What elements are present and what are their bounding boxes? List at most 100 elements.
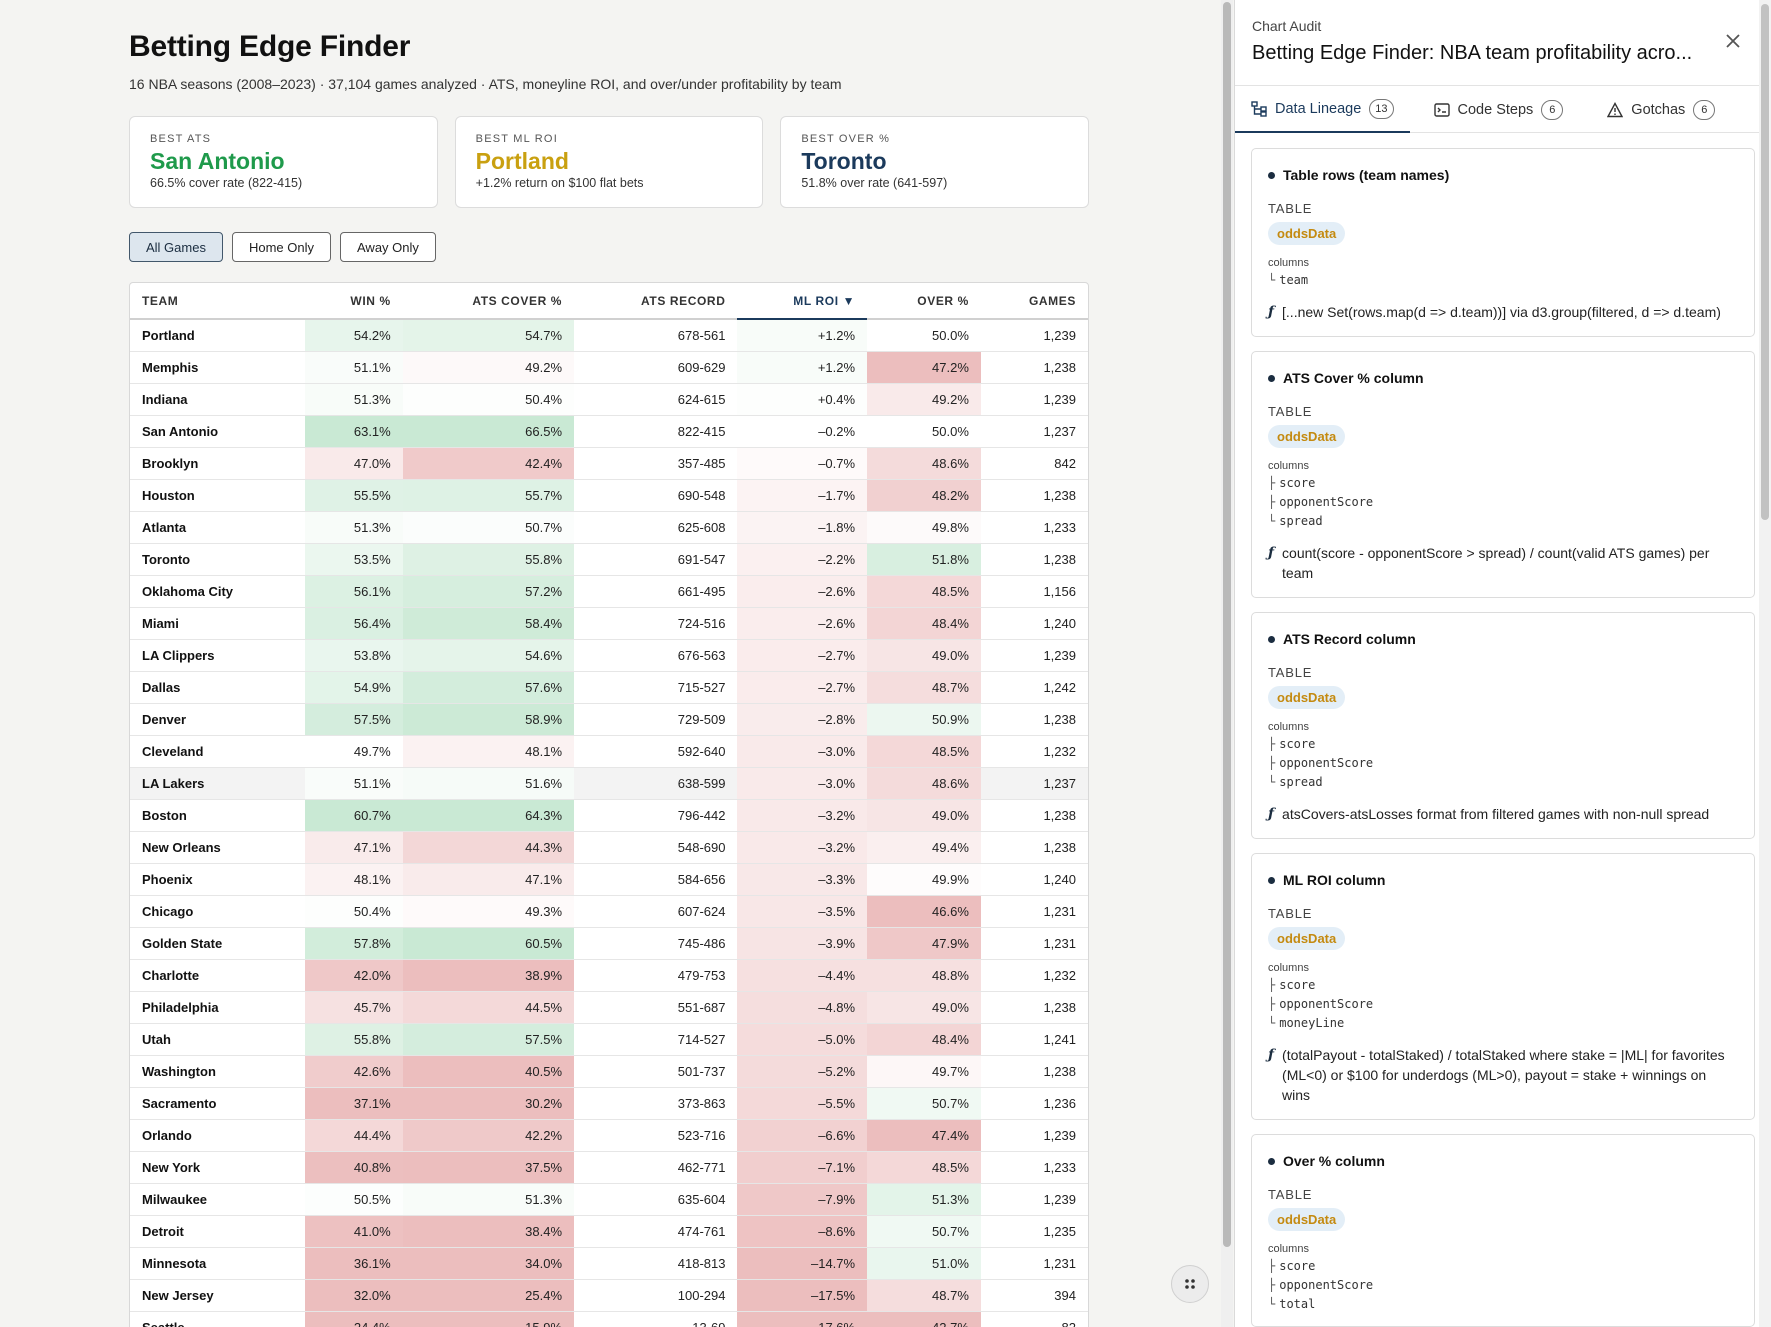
team-cell: Toronto	[130, 543, 305, 576]
lineage-title-text: ATS Cover % column	[1283, 370, 1424, 386]
tab-data-lineage[interactable]: Data Lineage 13	[1235, 86, 1410, 133]
value-cell: 56.1%	[304, 575, 403, 608]
tab-gotchas[interactable]: Gotchas 6	[1591, 86, 1731, 133]
table-row[interactable]: LA Lakers 51.1% 51.6% 638-599 –3.0% 48.6% 1,23…	[130, 767, 1088, 800]
value-cell: 47.4%	[867, 1119, 981, 1152]
table-row[interactable]: Golden State 57.8% 60.5% 745-486 –3.9% 47.9% 1…	[130, 927, 1088, 960]
table-row[interactable]: Denver 57.5% 58.9% 729-509 –2.8% 50.9% 1,238	[130, 703, 1088, 736]
value-cell: 1,237	[980, 767, 1088, 800]
value-cell: 714-527	[574, 1023, 738, 1056]
value-cell: 15.9%	[402, 1311, 575, 1327]
table-row[interactable]: San Antonio 63.1% 66.5% 822-415 –0.2% 50.0% 1,…	[130, 415, 1088, 448]
value-cell: 1,232	[980, 959, 1088, 992]
value-cell: 58.9%	[402, 703, 575, 736]
table-row[interactable]: Orlando 44.4% 42.2% 523-716 –6.6% 47.4% 1,239	[130, 1119, 1088, 1152]
table-row[interactable]: Milwaukee 50.5% 51.3% 635-604 –7.9% 51.3% 1,23…	[130, 1183, 1088, 1216]
table-row[interactable]: Philadelphia 45.7% 44.5% 551-687 –4.8% 49.0% 1…	[130, 991, 1088, 1024]
table-row[interactable]: New Jersey 32.0% 25.4% 100-294 –17.5% 48.7% 39…	[130, 1279, 1088, 1312]
main-scrollbar[interactable]	[1221, 0, 1233, 1327]
filter-all-games-button[interactable]: All Games	[129, 232, 223, 262]
tab-code-steps[interactable]: Code Steps 6	[1418, 86, 1580, 133]
column-header[interactable]: ML ROI ▼	[737, 283, 868, 320]
lineage-card[interactable]: Table rows (team names) TABLE oddsData colu…	[1251, 148, 1755, 337]
lineage-card[interactable]: ATS Record column TABLE oddsData columns ├ sc…	[1251, 612, 1755, 839]
column-item: ├ score	[1268, 977, 1738, 993]
source-badge[interactable]: oddsData	[1268, 222, 1346, 245]
column-header[interactable]: ATS RECORD	[574, 283, 738, 320]
panel-scrollbar-thumb[interactable]	[1761, 4, 1769, 520]
table-row[interactable]: Phoenix 48.1% 47.1% 584-656 –3.3% 49.9% 1,240	[130, 863, 1088, 896]
value-cell: –2.6%	[737, 607, 868, 640]
lineage-card[interactable]: ML ROI column TABLE oddsData columns ├ score ├…	[1251, 853, 1755, 1120]
column-header[interactable]: ATS COVER %	[402, 283, 575, 320]
value-cell: 48.7%	[867, 1279, 981, 1312]
table-row[interactable]: Chicago 50.4% 49.3% 607-624 –3.5% 46.6% 1,231	[130, 895, 1088, 928]
table-row[interactable]: LA Clippers 53.8% 54.6% 676-563 –2.7% 49.0% 1,…	[130, 639, 1088, 672]
value-cell: 49.3%	[402, 895, 575, 928]
filter-away-only-button[interactable]: Away Only	[340, 232, 436, 262]
formula: ƒ count(score - opponentScore > spread) /…	[1268, 543, 1738, 583]
table-row[interactable]: Portland 54.2% 54.7% 678-561 +1.2% 50.0% 1,239	[130, 319, 1088, 352]
table-row[interactable]: Houston 55.5% 55.7% 690-548 –1.7% 48.2% 1,238	[130, 479, 1088, 512]
value-cell: 38.4%	[402, 1215, 575, 1248]
lineage-card[interactable]: ATS Cover % column TABLE oddsData columns ├ s…	[1251, 351, 1755, 598]
value-cell: 745-486	[574, 927, 738, 960]
table-row[interactable]: Minnesota 36.1% 34.0% 418-813 –14.7% 51.0% 1,2…	[130, 1247, 1088, 1280]
value-cell: 48.5%	[867, 735, 981, 768]
value-cell: 584-656	[574, 863, 738, 896]
value-cell: 47.1%	[304, 831, 403, 864]
formula-text: atsCovers-atsLosses format from filtered…	[1282, 806, 1710, 822]
table-row[interactable]: Brooklyn 47.0% 42.4% 357-485 –0.7% 48.6% 842	[130, 447, 1088, 480]
source-badge[interactable]: oddsData	[1268, 425, 1346, 448]
value-cell: 32.0%	[304, 1279, 403, 1312]
value-cell: –2.7%	[737, 639, 868, 672]
table-row[interactable]: Memphis 51.1% 49.2% 609-629 +1.2% 47.2% 1,238	[130, 351, 1088, 384]
lineage-card[interactable]: Over % column TABLE oddsData columns ├ score ├…	[1251, 1134, 1755, 1327]
value-cell: 53.8%	[304, 639, 403, 672]
team-cell: Oklahoma City	[130, 575, 305, 608]
team-cell: New York	[130, 1151, 305, 1184]
table-row[interactable]: Sacramento 37.1% 30.2% 373-863 –5.5% 50.7% 1,2…	[130, 1087, 1088, 1120]
main-scrollbar-thumb[interactable]	[1223, 2, 1231, 1247]
value-cell: 42.2%	[402, 1119, 575, 1152]
close-panel-button[interactable]	[1725, 28, 1741, 56]
column-header[interactable]: TEAM	[130, 283, 305, 320]
table-row[interactable]: Oklahoma City 56.1% 57.2% 661-495 –2.6% 48.5%…	[130, 575, 1088, 608]
grid-menu-button[interactable]	[1171, 1265, 1209, 1303]
column-header[interactable]: GAMES	[980, 283, 1088, 320]
value-cell: –17.6%	[737, 1311, 868, 1327]
table-row[interactable]: Boston 60.7% 64.3% 796-442 –3.2% 49.0% 1,238	[130, 799, 1088, 832]
table-row[interactable]: Toronto 53.5% 55.8% 691-547 –2.2% 51.8% 1,238	[130, 543, 1088, 576]
lineage-title-text: Over % column	[1283, 1153, 1385, 1169]
source-badge[interactable]: oddsData	[1268, 1208, 1346, 1231]
value-cell: 357-485	[574, 447, 738, 480]
value-cell: 60.5%	[402, 927, 575, 960]
value-cell: 58.4%	[402, 607, 575, 640]
column-header[interactable]: WIN %	[304, 283, 403, 320]
value-cell: 34.0%	[402, 1247, 575, 1280]
source-badge[interactable]: oddsData	[1268, 686, 1346, 709]
column-header[interactable]: OVER %	[867, 283, 981, 320]
value-cell: 1,239	[980, 319, 1088, 352]
table-row[interactable]: Miami 56.4% 58.4% 724-516 –2.6% 48.4% 1,240	[130, 607, 1088, 640]
table-row[interactable]: New Orleans 47.1% 44.3% 548-690 –3.2% 49.4% 1,…	[130, 831, 1088, 864]
source-badge[interactable]: oddsData	[1268, 927, 1346, 950]
value-cell: 1,240	[980, 607, 1088, 640]
table-row[interactable]: Dallas 54.9% 57.6% 715-527 –2.7% 48.7% 1,242	[130, 671, 1088, 704]
table-row[interactable]: Indiana 51.3% 50.4% 624-615 +0.4% 49.2% 1,239	[130, 383, 1088, 416]
table-row[interactable]: Detroit 41.0% 38.4% 474-761 –8.6% 50.7% 1,235	[130, 1215, 1088, 1248]
panel-scrollbar[interactable]	[1759, 0, 1771, 1327]
table-row[interactable]: New York 40.8% 37.5% 462-771 –7.1% 48.5% 1,233	[130, 1151, 1088, 1184]
bullet-icon	[1268, 635, 1275, 643]
table-row[interactable]: Seattle 24.4% 15.9% 13-69 –17.6% 42.7% 82	[130, 1311, 1088, 1327]
column-name: score	[1279, 476, 1316, 490]
table-row[interactable]: Atlanta 51.3% 50.7% 625-608 –1.8% 49.8% 1,233	[130, 511, 1088, 544]
value-cell: 51.1%	[304, 767, 403, 800]
column-name: spread	[1279, 775, 1323, 789]
value-cell: –1.7%	[737, 479, 868, 512]
table-row[interactable]: Charlotte 42.0% 38.9% 479-753 –4.4% 48.8% 1,23…	[130, 959, 1088, 992]
table-row[interactable]: Washington 42.6% 40.5% 501-737 –5.2% 49.7% 1,2…	[130, 1055, 1088, 1088]
table-row[interactable]: Utah 55.8% 57.5% 714-527 –5.0% 48.4% 1,241	[130, 1023, 1088, 1056]
filter-home-only-button[interactable]: Home Only	[231, 232, 331, 262]
table-row[interactable]: Cleveland 49.7% 48.1% 592-640 –3.0% 48.5% 1,23…	[130, 735, 1088, 768]
